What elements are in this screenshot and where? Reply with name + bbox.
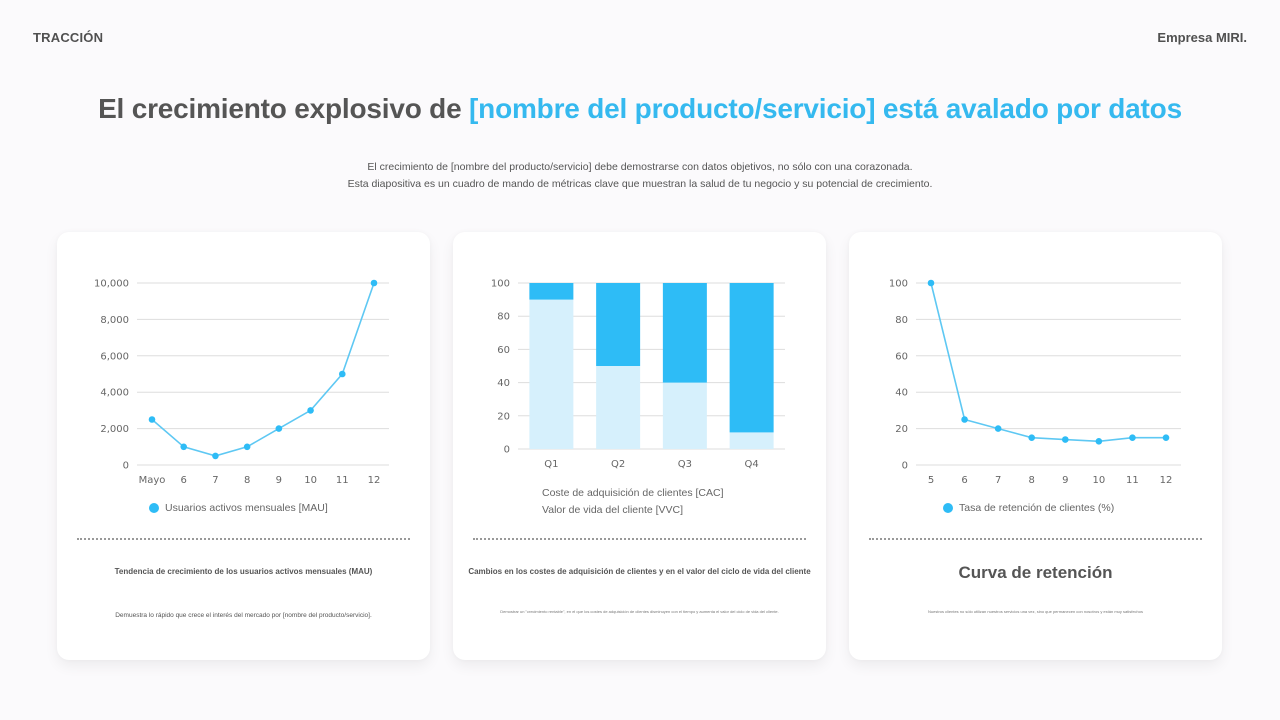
card-cac-vvc: 0 20 40 60 80 100 Q1 Q2 Q3 Q4 Coste de adquisició… (453, 232, 826, 660)
legend-item-cac: Coste de adquisición de clientes [CAC] (537, 484, 724, 501)
subtitle-line-2: Esta diapositiva es un cuadro de mando d… (347, 178, 933, 190)
x-tick-label: 5 (928, 475, 934, 486)
y-tick-label: 80 (895, 315, 908, 326)
card-title: Curva de retención (958, 563, 1113, 582)
y-tick-label: 20 (497, 411, 510, 422)
x-tick-label: 12 (1160, 475, 1173, 486)
y-tick-label: 0 (123, 461, 129, 472)
y-tick-label: 100 (491, 279, 510, 290)
section-label: TRACCIÓN (33, 30, 104, 45)
x-tick-label: 11 (336, 475, 349, 486)
y-tick-label: 40 (497, 378, 510, 389)
data-point[interactable] (1061, 436, 1069, 443)
data-point[interactable] (338, 370, 346, 378)
title-accent: [nombre del producto/servicio] está aval… (469, 93, 1182, 124)
page-subtitle: El crecimiento de [nombre del producto/s… (0, 159, 1280, 193)
bar-segment[interactable] (729, 283, 774, 433)
card-title: Tendencia de crecimiento de los usuarios… (114, 567, 373, 576)
x-tick-label: Q3 (678, 459, 692, 470)
legend-dot-icon (149, 503, 159, 513)
x-tick-label: 6 (181, 475, 187, 486)
bar-segment[interactable] (596, 283, 641, 366)
bar-segment[interactable] (529, 283, 574, 300)
y-tick-label: 100 (889, 279, 908, 290)
y-tick-label: 6,000 (100, 351, 129, 362)
data-point[interactable] (275, 425, 283, 432)
data-point[interactable] (927, 279, 935, 287)
x-tick-label: Q4 (745, 459, 759, 470)
data-point[interactable] (961, 416, 968, 423)
x-tick-label: 9 (1062, 475, 1068, 486)
x-tick-label: 6 (961, 475, 967, 486)
data-point[interactable] (1129, 434, 1136, 441)
series-line (151, 282, 375, 457)
y-tick-label: 40 (895, 388, 908, 399)
x-tick-label: 8 (244, 475, 250, 486)
data-point[interactable] (243, 443, 251, 451)
bar-segment[interactable] (662, 382, 707, 449)
legend-label: Tasa de retención de clientes (%) (959, 502, 1115, 514)
card-retention: 0 20 40 60 80 100 5 6 7 8 9 10 11 12 Tasa de retenció… (849, 232, 1222, 660)
bar-segment[interactable] (596, 366, 641, 449)
bar-segment[interactable] (529, 299, 574, 449)
data-point[interactable] (180, 443, 188, 451)
x-tick-label: Mayo (139, 475, 166, 486)
retention-line-chart: 0 20 40 60 80 100 5 6 7 8 9 10 11 12 (889, 279, 1181, 486)
y-tick-label: 2,000 (100, 424, 129, 435)
legend-label: Usuarios activos mensuales [MAU] (165, 502, 328, 514)
data-point[interactable] (212, 452, 219, 460)
retention-legend: Tasa de retención de clientes (%) (943, 502, 1114, 514)
data-point[interactable] (994, 425, 1002, 432)
y-tick-label: 0 (504, 445, 510, 456)
x-tick-label: 10 (1092, 475, 1105, 486)
x-tick-label: Q1 (544, 459, 558, 470)
card-mau: 0 2,000 4,000 6,000 8,000 10,000 Mayo 6 7 8 9 10 11 1… (57, 232, 430, 660)
y-tick-label: 10,000 (94, 279, 129, 290)
y-tick-label: 80 (497, 312, 510, 323)
y-tick-label: 20 (895, 424, 908, 435)
series-line (930, 282, 1166, 443)
x-tick-label: 7 (212, 475, 218, 486)
page-title: El crecimiento explosivo de [nombre del … (0, 93, 1280, 125)
x-tick-label: 9 (276, 475, 282, 486)
y-tick-label: 4,000 (100, 388, 129, 399)
data-point[interactable] (1162, 434, 1170, 441)
card-description: Demuestra lo rápido que crece el interés… (115, 612, 372, 619)
y-tick-label: 0 (902, 461, 908, 472)
x-tick-label: 11 (1126, 475, 1139, 486)
divider (869, 538, 1202, 540)
legend-dot-icon (943, 503, 953, 513)
cac-vvc-bar-chart: 0 20 40 60 80 100 Q1 Q2 Q3 Q4 (491, 279, 785, 470)
y-tick-label: 8,000 (100, 315, 129, 326)
bar-segment[interactable] (729, 432, 774, 449)
divider (473, 538, 806, 540)
card-description: Demostrar un "crecimiento rentable", en … (500, 609, 779, 614)
card-description: Nuestros clientes no sólo utilizan nuest… (928, 609, 1143, 614)
data-point[interactable] (148, 416, 156, 423)
legend-label: Valor de vida del cliente [VVC] (542, 503, 684, 516)
card-title: Cambios en los costes de adquisición de … (468, 567, 811, 576)
bar-segment[interactable] (662, 283, 707, 383)
y-tick-label: 60 (895, 351, 908, 362)
legend-item-vvc: Valor de vida del cliente [VVC] (537, 501, 724, 518)
legend-label: Coste de adquisición de clientes [CAC] (542, 486, 724, 499)
mau-legend: Usuarios activos mensuales [MAU] (149, 502, 328, 514)
cac-vvc-legend: Coste de adquisición de clientes [CAC] V… (537, 484, 724, 518)
data-point[interactable] (370, 279, 378, 287)
data-point[interactable] (307, 407, 314, 414)
data-point[interactable] (1095, 438, 1103, 445)
mau-line-chart: 0 2,000 4,000 6,000 8,000 10,000 Mayo 6 7 8 9 10 11 1… (94, 279, 389, 486)
x-tick-label: 7 (995, 475, 1001, 486)
title-prefix: El crecimiento explosivo de (98, 93, 470, 124)
x-tick-label: Q2 (611, 459, 625, 470)
divider (77, 538, 410, 540)
x-tick-label: 12 (368, 475, 381, 486)
data-point[interactable] (1028, 434, 1036, 441)
x-tick-label: 10 (304, 475, 317, 486)
company-name: Empresa MIRI. (1157, 30, 1247, 45)
subtitle-line-1: El crecimiento de [nombre del producto/s… (367, 161, 913, 173)
x-tick-label: 8 (1029, 475, 1035, 486)
y-tick-label: 60 (497, 345, 510, 356)
